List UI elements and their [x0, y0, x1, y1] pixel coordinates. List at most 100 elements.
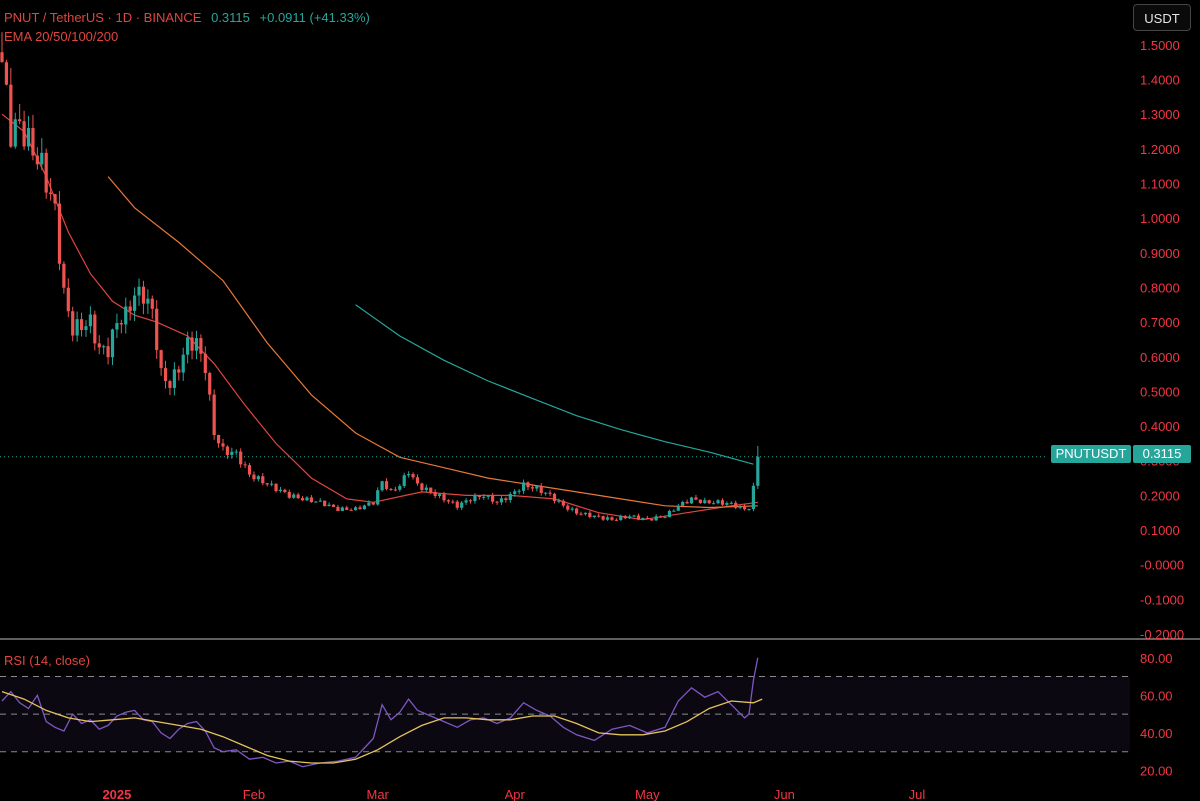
candle-body: [521, 482, 526, 491]
candle-body: [270, 483, 274, 485]
candle-body: [658, 516, 663, 518]
candle-body: [221, 443, 225, 447]
candle-body: [667, 510, 672, 518]
price-tick-label: -0.2000: [1140, 627, 1184, 642]
candle-body: [451, 501, 455, 503]
symbol-legend[interactable]: PNUT / TetherUS · 1D · BINANCE 0.3115 +0…: [4, 10, 376, 25]
rsi-line: [1, 657, 759, 768]
candle-body: [645, 517, 649, 520]
candle-body: [22, 121, 26, 147]
candle-body: [115, 323, 119, 330]
candle-body: [181, 354, 185, 373]
candle-body: [460, 502, 464, 508]
ema-legend[interactable]: EMA 20/50/100/200: [4, 29, 124, 44]
candle-body: [75, 319, 79, 336]
candle-body: [256, 476, 260, 480]
candle-body: [252, 474, 256, 480]
rsi-tick-label: 20.00: [1140, 763, 1173, 778]
rsi-ma-line: [1, 690, 763, 764]
candle-body: [26, 127, 31, 147]
candle-body: [477, 495, 481, 498]
price-tick-label: 0.4000: [1140, 419, 1180, 434]
symbol-title[interactable]: PNUT / TetherUS · 1D · BINANCE: [4, 10, 202, 25]
candle-body: [13, 119, 17, 147]
rsi-tick-label: 60.00: [1140, 688, 1173, 703]
candle-body: [331, 504, 336, 507]
candle-body: [535, 485, 539, 489]
candle-body: [703, 500, 707, 504]
candle-body: [354, 507, 358, 511]
candle-body: [18, 119, 22, 122]
price-tick-label: 0.6000: [1140, 350, 1180, 365]
candle-body: [689, 497, 694, 504]
candle-body: [247, 465, 252, 475]
price-tick-label: 0.9000: [1140, 246, 1180, 261]
candle-body: [168, 381, 172, 388]
rsi-indicator-label[interactable]: RSI (14, close): [4, 653, 90, 668]
candle-body: [97, 343, 101, 348]
candle-body: [323, 500, 327, 507]
x-axis-label: 2025: [102, 787, 131, 801]
price-tick-label: 1.3000: [1140, 107, 1180, 122]
candle-body: [203, 353, 207, 374]
candle-body: [106, 346, 110, 358]
price-tick-label: -0.0000: [1140, 558, 1184, 573]
candle-body: [614, 519, 618, 521]
price-tick-label: 0.8000: [1140, 280, 1180, 295]
price-tick-label: 0.2000: [1140, 488, 1180, 503]
candle-body: [261, 476, 265, 484]
candle-body: [570, 508, 574, 510]
price-tick-label: 0.1000: [1140, 523, 1180, 538]
candle-body: [742, 506, 747, 510]
candle-body: [128, 306, 132, 311]
candle-body: [725, 503, 729, 505]
candle-body: [49, 192, 53, 195]
candle-body: [579, 513, 583, 515]
candles: [0, 32, 760, 522]
candle-body: [163, 368, 168, 382]
candle-body: [698, 499, 702, 504]
candle-body: [40, 152, 44, 165]
candle-body: [384, 481, 389, 489]
candle-body: [292, 494, 296, 498]
candle-body: [605, 517, 610, 520]
candle-body: [216, 435, 221, 444]
candle-body: [199, 338, 203, 354]
candle-body: [314, 501, 318, 503]
candle-body: [738, 506, 742, 508]
candle-body: [93, 314, 97, 344]
candle-body: [66, 287, 70, 312]
rsi-pane: [0, 657, 1130, 768]
candle-body: [155, 308, 159, 351]
candle-body: [0, 52, 4, 63]
candle-body: [424, 487, 428, 490]
candle-body: [446, 500, 451, 502]
candle-body: [641, 517, 645, 520]
candle-body: [632, 515, 636, 517]
rsi-legend[interactable]: RSI (14, close): [4, 653, 96, 668]
candle-body: [159, 350, 163, 369]
candle-body: [654, 516, 658, 521]
candle-body: [548, 492, 552, 494]
candle-body: [597, 515, 601, 517]
candle-body: [437, 494, 442, 497]
candle-body: [287, 491, 291, 498]
candle-body: [672, 510, 676, 512]
candle-body: [44, 152, 48, 193]
ema-indicator-label[interactable]: EMA 20/50/100/200: [4, 29, 119, 44]
candle-body: [552, 493, 557, 502]
currency-button[interactable]: USDT: [1133, 4, 1191, 31]
candle-body: [685, 501, 689, 504]
candle-body: [499, 498, 504, 503]
candle-body: [398, 485, 402, 490]
candle-body: [57, 203, 62, 264]
candle-body: [71, 311, 75, 336]
last-price: 0.3115: [211, 10, 250, 25]
candle-body: [393, 489, 397, 491]
candle-body: [389, 488, 393, 490]
candle-body: [402, 475, 406, 486]
x-axis-label: Jul: [909, 787, 926, 801]
candle-body: [420, 483, 424, 490]
candle-body: [296, 494, 300, 499]
